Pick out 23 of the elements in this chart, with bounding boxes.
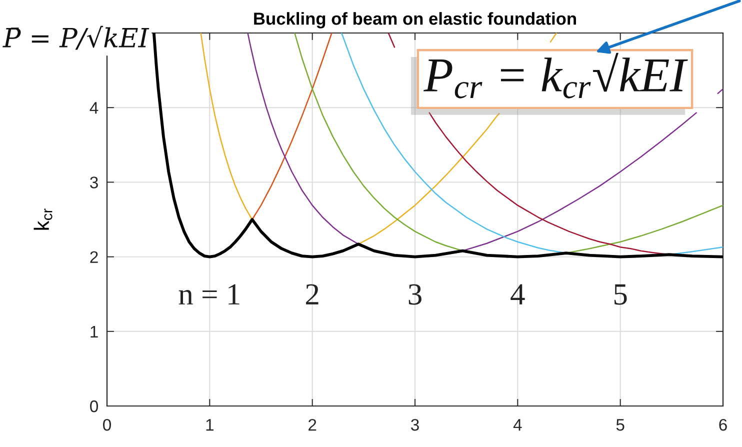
- y-axis-title: k$_{cr}$: [34, 208, 52, 230]
- x-tick-label: 1: [206, 419, 214, 431]
- x-tick-label: 4: [513, 419, 522, 431]
- chart-title: Buckling of beam on elastic foundation: [254, 12, 576, 28]
- annotation: n = 1: [178, 284, 240, 304]
- annotation: P$_{cr}$ = k$_{cr}$√kEI: [423, 52, 688, 98]
- y-tick-label: 0: [90, 400, 98, 412]
- y-tick-label: 3: [90, 176, 98, 188]
- annotation: 5: [614, 284, 627, 305]
- y-tick-label: 1: [90, 326, 98, 338]
- line-series: [152, 33, 723, 258]
- x-tick-label: 6: [719, 418, 727, 431]
- annotation: 2: [306, 284, 318, 304]
- x-tick-label: 2: [308, 418, 316, 431]
- line-series: [252, 33, 332, 220]
- x-tick-label: 0: [103, 418, 111, 431]
- x-tick-label: 5: [616, 419, 624, 431]
- y-tick-label: 2: [90, 251, 98, 263]
- y-tick-label: 4: [90, 102, 98, 114]
- annotation: P̄ = P/√kEI: [2, 26, 150, 50]
- annotation: 4: [510, 284, 525, 304]
- x-tick-label: 3: [411, 418, 419, 431]
- annotation: 3: [408, 284, 422, 305]
